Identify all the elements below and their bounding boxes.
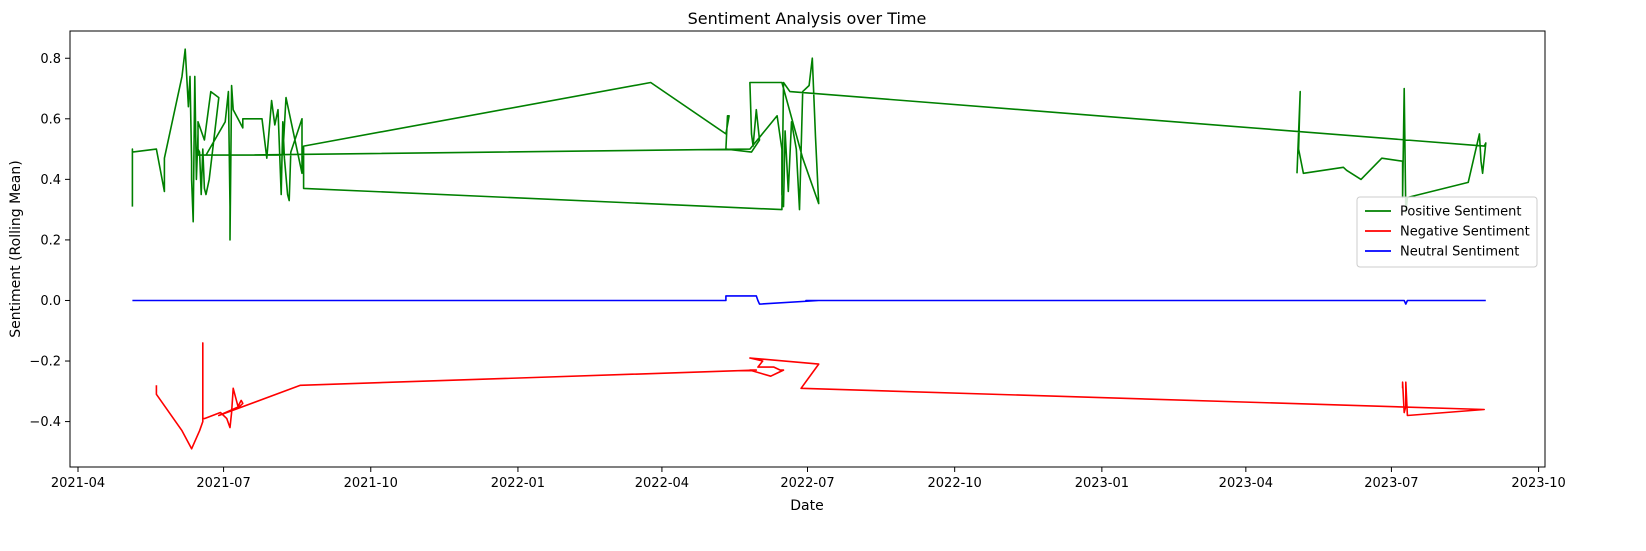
x-tick-label-10: 2023-10 xyxy=(1511,476,1565,491)
y-tick-label-1: −0.2 xyxy=(29,355,61,370)
y-axis-ticks: −0.4 −0.2 0.0 0.2 0.4 0.6 0.8 xyxy=(29,52,70,430)
x-tick-label-0: 2021-04 xyxy=(51,476,105,491)
x-tick-label-7: 2023-01 xyxy=(1075,476,1129,491)
x-tick-label-8: 2023-04 xyxy=(1219,476,1273,491)
y-tick-label-2: 0.0 xyxy=(40,294,61,309)
series-line-0 xyxy=(131,48,1487,241)
series-line-1 xyxy=(155,342,1485,450)
chart-title: Sentiment Analysis over Time xyxy=(688,9,927,28)
x-tick-label-1: 2021-07 xyxy=(196,476,250,491)
x-axis-label: Date xyxy=(790,498,823,514)
x-tick-label-5: 2022-07 xyxy=(780,476,834,491)
x-tick-label-9: 2023-07 xyxy=(1364,476,1418,491)
y-axis-label: Sentiment (Rolling Mean) xyxy=(8,160,24,337)
y-tick-label-6: 0.8 xyxy=(40,52,61,67)
x-tick-label-6: 2022-10 xyxy=(928,476,982,491)
plot-lines xyxy=(131,48,1487,450)
legend-box xyxy=(1356,196,1538,268)
legend-label-1: Negative Sentiment xyxy=(1400,225,1530,240)
y-tick-label-4: 0.4 xyxy=(40,173,61,188)
y-tick-label-5: 0.6 xyxy=(40,112,61,127)
x-tick-label-2: 2021-10 xyxy=(344,476,398,491)
x-tick-label-4: 2022-04 xyxy=(635,476,689,491)
y-tick-label-0: −0.4 xyxy=(29,415,61,430)
series-line-2 xyxy=(132,295,1486,305)
legend-label-0: Positive Sentiment xyxy=(1400,205,1521,220)
legend-label-2: Neutral Sentiment xyxy=(1400,245,1519,260)
plot-area-frame xyxy=(69,30,1546,468)
legend: Positive Sentiment Negative Sentiment Neut… xyxy=(1356,196,1538,268)
x-tick-label-3: 2022-01 xyxy=(491,476,545,491)
y-tick-label-3: 0.2 xyxy=(40,233,61,248)
x-axis-ticks: 2021-04 2021-07 2021-10 2022-01 2022-04 2022-… xyxy=(51,467,1566,491)
